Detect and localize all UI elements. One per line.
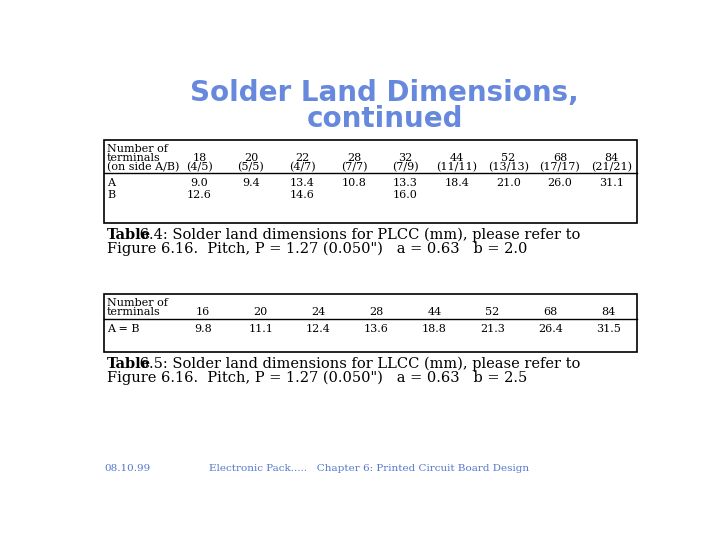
Text: 52: 52 <box>485 307 500 316</box>
Text: B: B <box>107 190 115 200</box>
Text: (7/7): (7/7) <box>341 162 367 172</box>
Text: A: A <box>107 178 115 188</box>
Text: 26.0: 26.0 <box>547 178 572 188</box>
Text: (4/7): (4/7) <box>289 162 316 172</box>
Text: 12.6: 12.6 <box>187 190 212 200</box>
Text: Figure 6.16.  Pitch, P = 1.27 (0.050")   a = 0.63   b = 2.5: Figure 6.16. Pitch, P = 1.27 (0.050") a … <box>107 370 527 385</box>
Text: 12.4: 12.4 <box>306 325 331 334</box>
Text: 21.0: 21.0 <box>496 178 521 188</box>
Text: 24: 24 <box>312 307 325 316</box>
Text: (7/9): (7/9) <box>392 162 419 172</box>
Text: 9.4: 9.4 <box>242 178 260 188</box>
Text: terminals: terminals <box>107 307 161 316</box>
Text: Number of: Number of <box>107 144 168 154</box>
Text: 14.6: 14.6 <box>290 190 315 200</box>
Text: 9.8: 9.8 <box>194 325 212 334</box>
Text: 20: 20 <box>253 307 268 316</box>
Bar <box>104 140 637 224</box>
Text: 13.3: 13.3 <box>393 178 418 188</box>
Text: 08.10.99: 08.10.99 <box>104 464 150 473</box>
Text: 13.6: 13.6 <box>364 325 389 334</box>
Text: 31.5: 31.5 <box>595 325 621 334</box>
Text: Figure 6.16.  Pitch, P = 1.27 (0.050")   a = 0.63   b = 2.0: Figure 6.16. Pitch, P = 1.27 (0.050") a … <box>107 242 528 256</box>
Text: 13.4: 13.4 <box>290 178 315 188</box>
Text: 68: 68 <box>543 307 557 316</box>
Text: 31.1: 31.1 <box>599 178 624 188</box>
Text: (11/11): (11/11) <box>436 162 477 172</box>
Bar <box>104 294 637 352</box>
Text: 11.1: 11.1 <box>248 325 273 334</box>
Text: 21.3: 21.3 <box>480 325 505 334</box>
Text: (13/13): (13/13) <box>488 162 529 172</box>
Text: 18.8: 18.8 <box>422 325 447 334</box>
Text: (on side A/B): (on side A/B) <box>107 162 179 172</box>
Text: (5/5): (5/5) <box>238 162 264 172</box>
Text: 18: 18 <box>192 153 207 163</box>
Text: 52: 52 <box>501 153 516 163</box>
Text: 32: 32 <box>398 153 413 163</box>
Text: 22: 22 <box>295 153 310 163</box>
Text: 44: 44 <box>450 153 464 163</box>
Text: Table: Table <box>107 356 151 370</box>
Text: 16.0: 16.0 <box>393 190 418 200</box>
Text: 10.8: 10.8 <box>341 178 366 188</box>
Text: 26.4: 26.4 <box>538 325 563 334</box>
Text: 20: 20 <box>244 153 258 163</box>
Text: 28: 28 <box>347 153 361 163</box>
Text: 28: 28 <box>369 307 384 316</box>
Text: Number of: Number of <box>107 298 168 308</box>
Text: 84: 84 <box>604 153 618 163</box>
Text: 18.4: 18.4 <box>444 178 469 188</box>
Text: 6.4: Solder land dimensions for PLCC (mm), please refer to: 6.4: Solder land dimensions for PLCC (mm… <box>135 228 580 242</box>
Text: Electronic Pack.....   Chapter 6: Printed Circuit Board Design: Electronic Pack..... Chapter 6: Printed … <box>209 464 529 473</box>
Text: Solder Land Dimensions,: Solder Land Dimensions, <box>190 79 579 107</box>
Text: A = B: A = B <box>107 325 140 334</box>
Text: 84: 84 <box>601 307 616 316</box>
Text: (21/21): (21/21) <box>591 162 632 172</box>
Text: continued: continued <box>306 105 463 133</box>
Text: (17/17): (17/17) <box>539 162 580 172</box>
Text: terminals: terminals <box>107 153 161 163</box>
Text: 16: 16 <box>196 307 210 316</box>
Text: 9.0: 9.0 <box>191 178 208 188</box>
Text: 68: 68 <box>553 153 567 163</box>
Text: 44: 44 <box>427 307 441 316</box>
Text: (4/5): (4/5) <box>186 162 213 172</box>
Text: 6.5: Solder land dimensions for LLCC (mm), please refer to: 6.5: Solder land dimensions for LLCC (mm… <box>135 356 580 371</box>
Text: Table: Table <box>107 228 151 242</box>
